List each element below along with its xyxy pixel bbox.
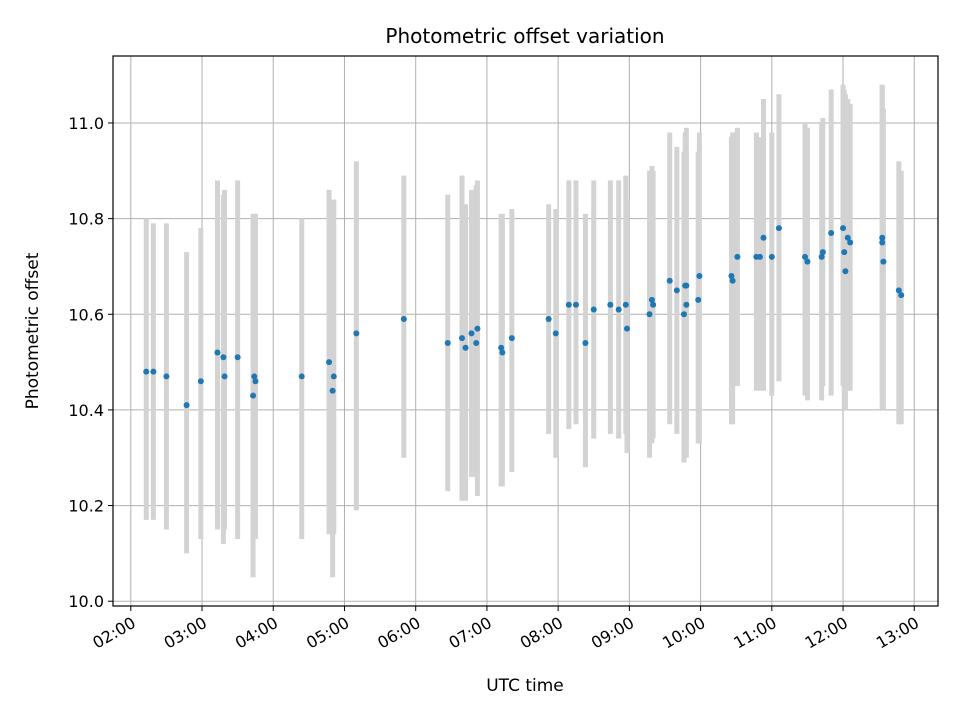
y-tick-label: 10.4 <box>68 401 104 420</box>
data-point <box>840 225 847 232</box>
data-point <box>819 249 826 256</box>
data-point <box>841 249 848 256</box>
data-point <box>680 311 687 318</box>
data-point <box>646 311 653 318</box>
data-point <box>898 292 905 299</box>
data-point <box>844 234 851 241</box>
data-point <box>683 282 690 289</box>
data-point <box>330 373 337 380</box>
data-point <box>683 301 690 308</box>
data-point <box>221 373 228 380</box>
data-point <box>622 301 629 308</box>
data-point <box>298 373 305 380</box>
data-point <box>250 392 257 399</box>
data-point <box>458 335 465 342</box>
data-point <box>468 330 475 337</box>
data-point <box>648 296 655 303</box>
y-tick-label: 10.6 <box>68 305 104 324</box>
y-tick-label: 11.0 <box>68 114 104 133</box>
data-point <box>879 239 886 246</box>
data-point <box>756 253 763 260</box>
data-point <box>251 373 258 380</box>
data-point <box>552 330 559 337</box>
data-point <box>498 344 505 351</box>
data-point <box>444 339 451 346</box>
data-point <box>234 354 241 361</box>
data-point <box>828 229 835 236</box>
data-point <box>565 301 572 308</box>
data-point <box>400 316 407 323</box>
y-tick-label: 10.2 <box>68 497 104 516</box>
data-point <box>214 349 221 356</box>
data-point <box>545 316 552 323</box>
data-point <box>220 354 227 361</box>
data-point <box>802 253 809 260</box>
data-point <box>183 402 190 409</box>
data-point <box>353 330 360 337</box>
chart-title: Photometric offset variation <box>385 24 664 48</box>
data-point <box>615 306 622 313</box>
data-point <box>760 234 767 241</box>
data-point <box>572 301 579 308</box>
data-point <box>775 225 782 232</box>
data-point <box>728 273 735 279</box>
data-point <box>462 344 469 351</box>
y-axis-label: Photometric offset <box>23 252 43 409</box>
data-point <box>623 325 630 332</box>
data-point <box>197 378 204 385</box>
plot-frame <box>112 55 939 607</box>
data-point <box>650 301 657 308</box>
data-points <box>143 225 905 409</box>
data-point <box>880 258 887 265</box>
y-tick-label: 10.0 <box>68 592 104 611</box>
data-point <box>474 325 481 332</box>
data-point <box>473 339 480 346</box>
data-point <box>499 349 506 356</box>
data-point <box>695 296 702 303</box>
data-point <box>150 368 157 375</box>
data-point <box>607 301 614 308</box>
data-point <box>804 258 811 265</box>
data-point <box>768 253 775 260</box>
data-point <box>879 234 886 241</box>
data-point <box>666 277 673 284</box>
data-point <box>508 335 515 342</box>
data-point <box>329 387 336 394</box>
data-point <box>582 339 589 346</box>
x-axis-label: UTC time <box>486 676 564 696</box>
data-point <box>143 368 150 375</box>
data-point <box>847 239 854 246</box>
data-point <box>842 268 849 275</box>
data-point <box>734 253 741 260</box>
data-point <box>673 287 680 294</box>
y-tick-label: 10.8 <box>68 210 104 229</box>
data-point <box>696 273 703 279</box>
data-point <box>895 287 902 294</box>
y-axis-ticks: 10.0 10.2 10.4 10.6 10.8 11.0 <box>68 114 113 611</box>
data-point <box>729 277 736 284</box>
data-point <box>818 253 825 260</box>
data-point <box>326 359 333 366</box>
data-point <box>252 378 259 385</box>
data-point <box>163 373 170 380</box>
data-point <box>590 306 597 313</box>
